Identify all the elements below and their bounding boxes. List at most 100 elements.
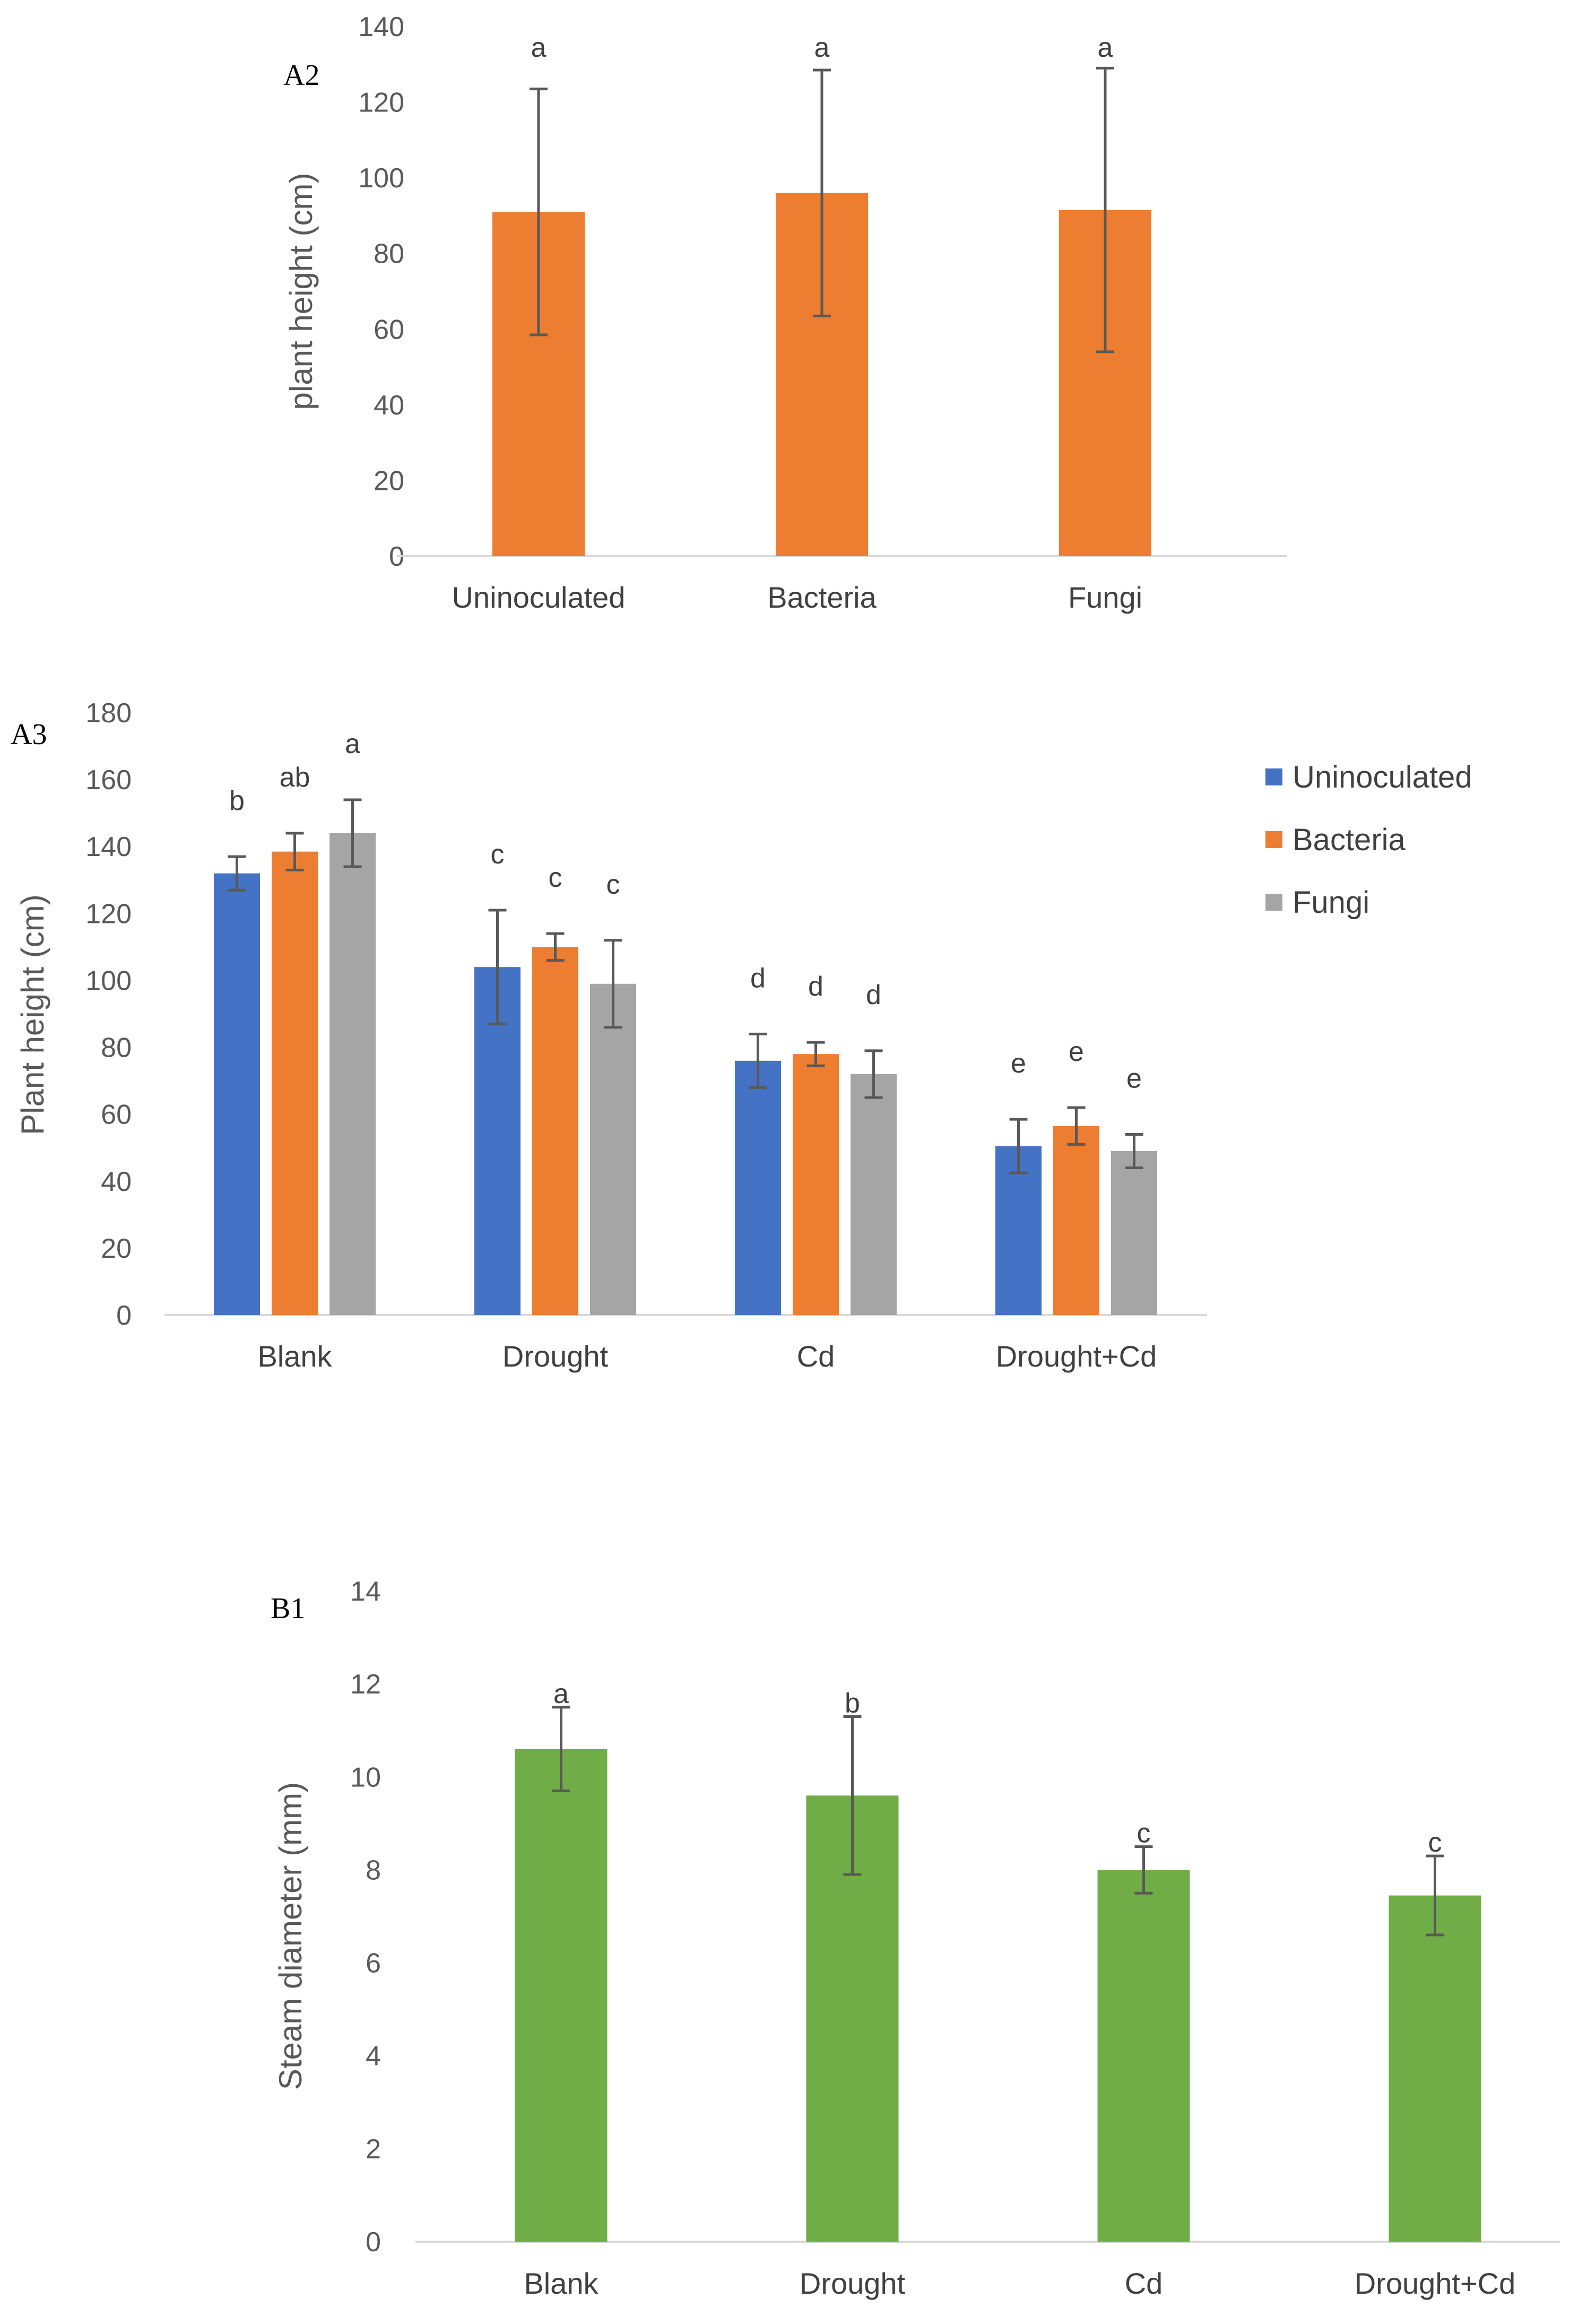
- legend-item: Bacteria: [1265, 823, 1406, 857]
- y-tick-label: 120: [85, 898, 132, 929]
- significance-label: e: [1126, 1064, 1142, 1094]
- error-bar: [488, 909, 507, 1025]
- bar: [329, 833, 376, 1315]
- legend-label: Fungi: [1293, 885, 1369, 920]
- significance-label: a: [814, 32, 830, 63]
- bar: [1097, 1870, 1190, 2242]
- bar: [1111, 1151, 1157, 1315]
- legend-label: Bacteria: [1293, 823, 1406, 857]
- significance-label: c: [1137, 1818, 1151, 1849]
- significance-label: d: [866, 980, 881, 1010]
- x-tick-label: Bacteria: [767, 581, 877, 614]
- x-tick-label: Drought+Cd: [1355, 2267, 1516, 2300]
- x-tick-label: Fungi: [1068, 581, 1142, 614]
- error-bar: [1009, 1118, 1028, 1174]
- y-tick-label: 0: [366, 2227, 381, 2258]
- y-tick-label: 6: [366, 1948, 381, 1979]
- error-bar: [285, 832, 304, 871]
- bar: [793, 1054, 839, 1315]
- x-tick-label: Drought: [502, 1340, 609, 1373]
- significance-label: e: [1011, 1048, 1026, 1079]
- error-bar: [813, 68, 831, 317]
- error-bar: [1096, 66, 1114, 353]
- legend-item: Uninoculated: [1265, 760, 1472, 794]
- panel-label: A2: [283, 59, 319, 92]
- x-tick-label: Drought: [800, 2267, 906, 2300]
- error-bar: [864, 1049, 883, 1099]
- y-tick-label: 140: [85, 832, 132, 862]
- error-bar: [1125, 1133, 1143, 1170]
- legend-swatch: [1265, 768, 1282, 785]
- y-tick-label: 14: [350, 1576, 381, 1607]
- y-tick-label: 160: [85, 765, 132, 796]
- error-bar: [343, 798, 362, 868]
- error-bar: [228, 855, 246, 892]
- error-bar: [1426, 1854, 1444, 1937]
- significance-label: d: [750, 963, 766, 993]
- x-tick-label: Blank: [257, 1340, 332, 1373]
- y-tick-label: 4: [366, 2041, 381, 2072]
- y-axis-title: plant height (cm): [283, 173, 319, 410]
- y-tick-label: 20: [101, 1233, 132, 1264]
- significance-label: a: [1098, 32, 1113, 63]
- bar: [214, 873, 260, 1315]
- y-tick-label: 0: [116, 1300, 132, 1331]
- error-bar: [749, 1032, 767, 1089]
- y-tick-label: 12: [350, 1669, 381, 1700]
- bar: [735, 1060, 781, 1315]
- y-axis-title: Steam diameter (mm): [273, 1782, 308, 2090]
- error-bar: [604, 939, 622, 1029]
- error-bar: [530, 88, 548, 336]
- significance-label: a: [345, 729, 360, 759]
- x-tick-label: Cd: [797, 1340, 835, 1373]
- x-tick-label: Blank: [524, 2267, 598, 2300]
- x-tick-label: Drought+Cd: [996, 1340, 1157, 1373]
- panel-label: B1: [271, 1592, 305, 1625]
- y-tick-label: 60: [101, 1100, 132, 1130]
- y-tick-label: 40: [374, 390, 404, 421]
- bar: [851, 1074, 897, 1315]
- bar: [1389, 1895, 1481, 2242]
- significance-label: b: [845, 1688, 860, 1718]
- bar: [995, 1146, 1042, 1315]
- legend-label: Uninoculated: [1293, 760, 1472, 794]
- significance-label: c: [606, 869, 620, 900]
- error-bar: [552, 1706, 570, 1793]
- chart-B1: 0 2 4 6 8 10 12 14 Steam diameter (mm) B1 Blank a Dr…: [271, 1576, 1560, 2300]
- x-tick-label: Cd: [1125, 2267, 1163, 2300]
- bar: [590, 983, 636, 1315]
- legend-swatch: [1265, 894, 1282, 911]
- bar: [532, 947, 578, 1315]
- significance-label: c: [1428, 1827, 1442, 1858]
- significance-label: d: [808, 971, 823, 1002]
- bar: [1053, 1126, 1099, 1315]
- y-tick-label: 180: [85, 698, 132, 729]
- significance-label: c: [549, 862, 562, 893]
- y-tick-label: 2: [366, 2134, 381, 2165]
- error-bar: [1067, 1106, 1086, 1146]
- y-tick-label: 60: [374, 314, 404, 345]
- y-tick-label: 20: [374, 465, 404, 496]
- y-tick-label: 10: [350, 1762, 381, 1793]
- significance-label: a: [531, 32, 547, 63]
- legend-item: Fungi: [1265, 885, 1369, 920]
- error-bar: [843, 1715, 862, 1876]
- error-bar: [546, 932, 565, 962]
- y-tick-label: 40: [101, 1166, 132, 1197]
- bar: [272, 851, 318, 1315]
- y-tick-label: 140: [358, 12, 404, 42]
- legend-swatch: [1265, 831, 1282, 848]
- chart-A3: 0 20 40 60 80 100 120 140 160 180 Plant height (cm…: [11, 698, 1472, 1373]
- significance-label: ab: [280, 762, 310, 793]
- y-tick-label: 8: [366, 1855, 381, 1886]
- y-tick-label: 100: [85, 965, 132, 996]
- y-tick-label: 80: [101, 1033, 132, 1064]
- y-tick-label: 120: [358, 88, 404, 118]
- y-axis-title: Plant height (cm): [15, 894, 50, 1135]
- y-tick-label: 80: [374, 239, 404, 270]
- y-tick-label: 100: [358, 163, 404, 194]
- error-bar: [806, 1041, 825, 1067]
- significance-label: c: [491, 839, 505, 870]
